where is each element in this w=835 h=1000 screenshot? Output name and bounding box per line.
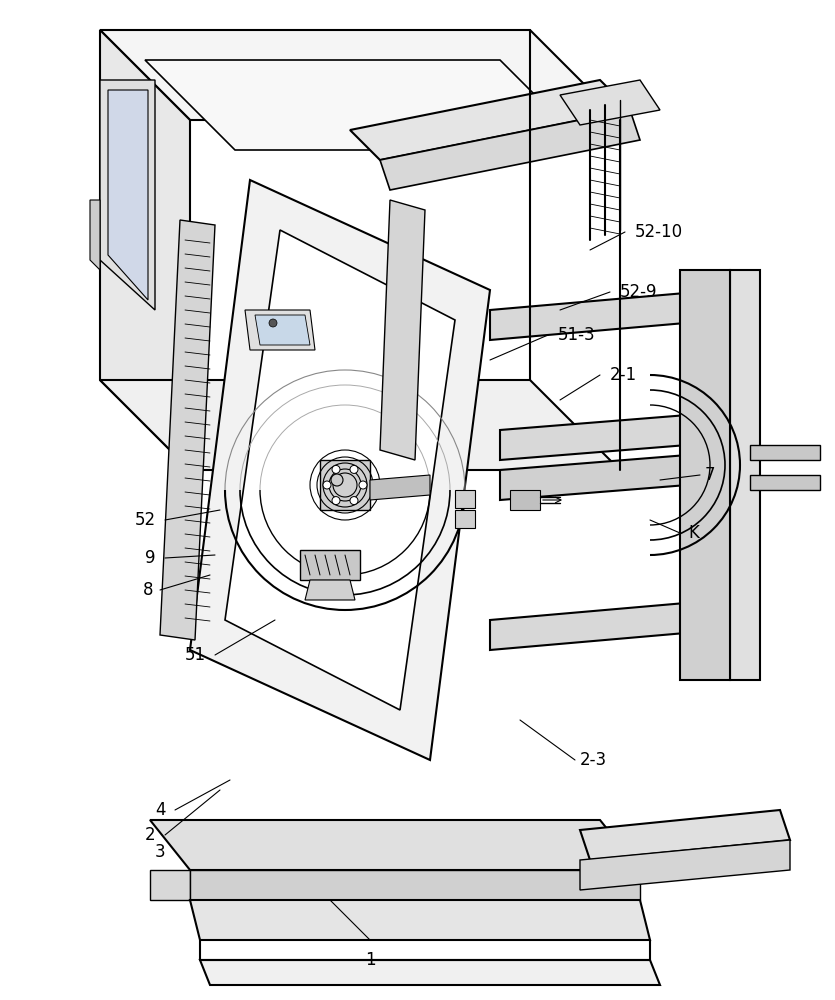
Circle shape bbox=[350, 465, 358, 473]
Text: 52-10: 52-10 bbox=[635, 223, 683, 241]
Text: 3: 3 bbox=[154, 843, 165, 861]
Text: 51: 51 bbox=[185, 646, 205, 664]
Circle shape bbox=[350, 497, 358, 505]
Polygon shape bbox=[225, 230, 455, 710]
Polygon shape bbox=[100, 380, 620, 470]
Circle shape bbox=[331, 474, 343, 486]
Polygon shape bbox=[500, 410, 750, 460]
Circle shape bbox=[359, 481, 367, 489]
Polygon shape bbox=[255, 315, 310, 345]
Text: 2-3: 2-3 bbox=[580, 751, 607, 769]
Polygon shape bbox=[510, 490, 540, 510]
Text: 2-1: 2-1 bbox=[610, 366, 637, 384]
Text: 2: 2 bbox=[144, 826, 155, 844]
Polygon shape bbox=[750, 445, 820, 460]
Polygon shape bbox=[320, 460, 370, 510]
Polygon shape bbox=[245, 310, 315, 350]
Polygon shape bbox=[560, 80, 660, 125]
Polygon shape bbox=[580, 810, 790, 860]
Polygon shape bbox=[380, 110, 640, 190]
Polygon shape bbox=[680, 270, 730, 680]
Polygon shape bbox=[100, 30, 190, 470]
Polygon shape bbox=[350, 80, 630, 160]
Polygon shape bbox=[100, 30, 620, 120]
Text: K: K bbox=[688, 524, 699, 542]
Text: 51-3: 51-3 bbox=[558, 326, 595, 344]
Text: 4: 4 bbox=[154, 801, 165, 819]
Polygon shape bbox=[730, 270, 760, 680]
Circle shape bbox=[323, 481, 331, 489]
Polygon shape bbox=[190, 900, 650, 940]
Polygon shape bbox=[160, 220, 215, 640]
Polygon shape bbox=[750, 475, 820, 490]
Polygon shape bbox=[150, 820, 640, 870]
Polygon shape bbox=[90, 200, 100, 270]
Polygon shape bbox=[490, 600, 720, 650]
Polygon shape bbox=[190, 180, 490, 760]
Polygon shape bbox=[145, 60, 590, 150]
Polygon shape bbox=[455, 490, 475, 508]
Text: 9: 9 bbox=[144, 549, 155, 567]
Polygon shape bbox=[580, 840, 790, 890]
Polygon shape bbox=[100, 80, 155, 310]
Polygon shape bbox=[108, 90, 148, 300]
Polygon shape bbox=[200, 960, 660, 985]
Circle shape bbox=[332, 497, 340, 505]
Text: 52-9: 52-9 bbox=[620, 283, 657, 301]
Polygon shape bbox=[150, 870, 190, 900]
Text: 52: 52 bbox=[134, 511, 155, 529]
Text: 8: 8 bbox=[143, 581, 154, 599]
Polygon shape bbox=[190, 870, 640, 900]
Polygon shape bbox=[300, 550, 360, 580]
Polygon shape bbox=[370, 475, 430, 500]
Circle shape bbox=[332, 465, 340, 473]
Polygon shape bbox=[380, 200, 425, 460]
Text: 1: 1 bbox=[365, 951, 375, 969]
Polygon shape bbox=[305, 580, 355, 600]
Polygon shape bbox=[455, 510, 475, 528]
Polygon shape bbox=[490, 290, 720, 340]
Polygon shape bbox=[500, 450, 750, 500]
Circle shape bbox=[269, 319, 277, 327]
Text: 7: 7 bbox=[705, 466, 716, 484]
